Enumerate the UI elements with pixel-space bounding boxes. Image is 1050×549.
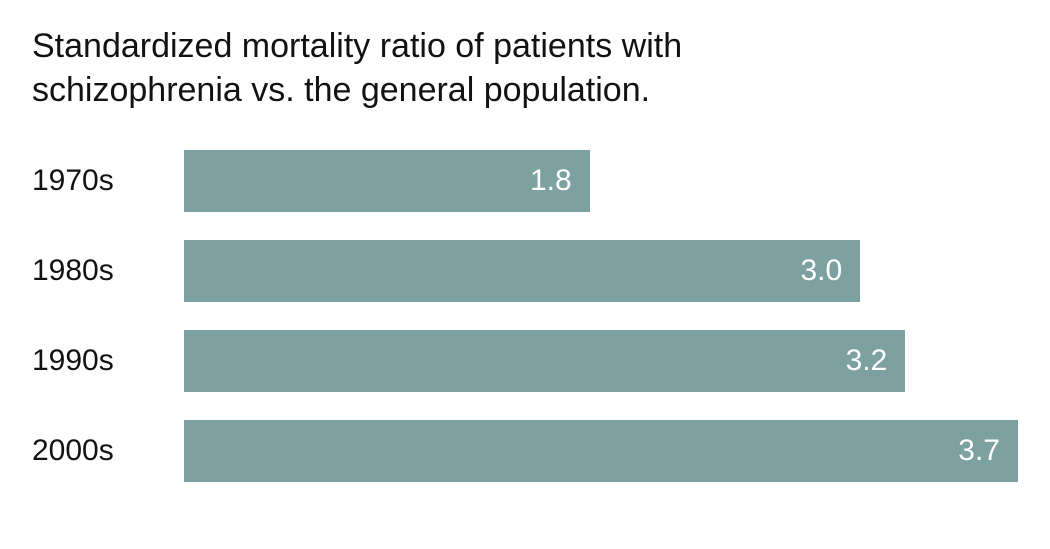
bar-value: 3.0 xyxy=(800,254,842,288)
bar-value: 1.8 xyxy=(530,164,572,198)
bar-value: 3.2 xyxy=(846,344,888,378)
bar: 3.7 xyxy=(184,420,1018,482)
category-label: 2000s xyxy=(32,434,184,468)
bar-row: 1990s 3.2 xyxy=(32,330,1018,392)
bar-track: 3.2 xyxy=(184,330,1018,392)
bar: 3.0 xyxy=(184,240,860,302)
bar-row: 1980s 3.0 xyxy=(32,240,1018,302)
category-label: 1980s xyxy=(32,254,184,288)
bar-row: 2000s 3.7 xyxy=(32,420,1018,482)
bar-chart: 1970s 1.8 1980s 3.0 1990s 3.2 xyxy=(32,150,1018,482)
category-label: 1970s xyxy=(32,164,184,198)
bar-track: 3.7 xyxy=(184,420,1018,482)
bar: 1.8 xyxy=(184,150,590,212)
bar-track: 3.0 xyxy=(184,240,1018,302)
category-label: 1990s xyxy=(32,344,184,378)
bar-track: 1.8 xyxy=(184,150,1018,212)
bar-value: 3.7 xyxy=(958,434,1000,468)
bar-row: 1970s 1.8 xyxy=(32,150,1018,212)
bar: 3.2 xyxy=(184,330,905,392)
chart-container: Standardized mortality ratio of patients… xyxy=(0,0,1050,506)
chart-title: Standardized mortality ratio of patients… xyxy=(32,24,852,112)
